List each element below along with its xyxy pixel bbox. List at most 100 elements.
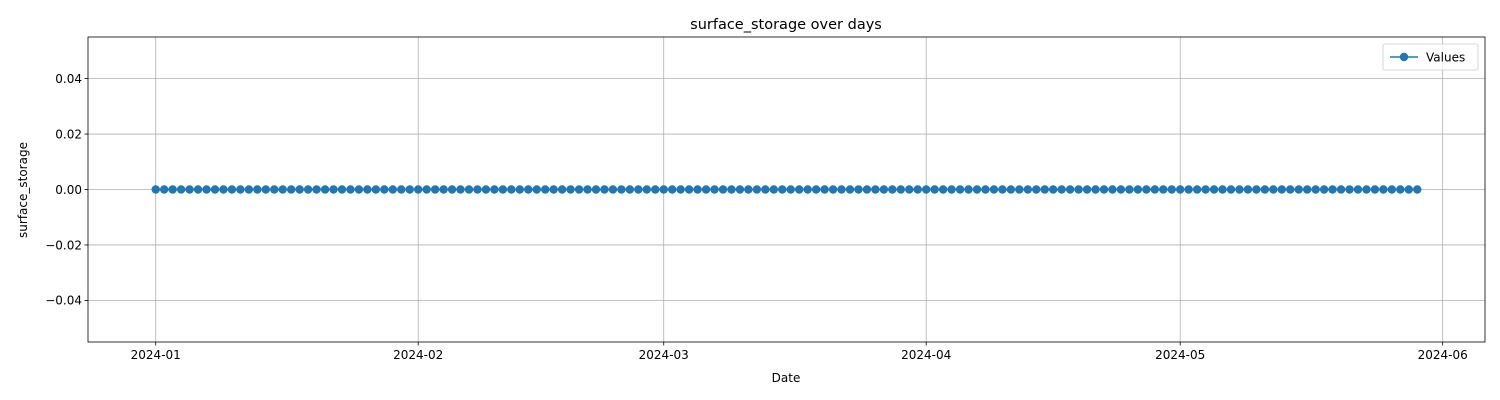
y-axis-label: surface_storage [16, 142, 30, 238]
data-point [574, 185, 584, 194]
data-point [1015, 185, 1024, 194]
data-point [778, 185, 787, 194]
data-point [1116, 185, 1126, 194]
data-point [490, 185, 499, 194]
data-point [684, 185, 694, 194]
data-point [955, 185, 965, 194]
data-point [270, 185, 279, 194]
data-point [600, 185, 609, 194]
data-point [549, 185, 558, 194]
data-point [1379, 185, 1388, 194]
data-point [1362, 185, 1371, 194]
data-point [668, 185, 677, 194]
data-point [236, 185, 245, 194]
data-point [312, 185, 321, 194]
data-point [388, 185, 397, 194]
data-point [219, 185, 228, 194]
data-point [591, 185, 601, 194]
data-point [1099, 185, 1109, 194]
x-tick-label: 2024-04 [901, 348, 951, 362]
legend-box [1382, 43, 1479, 71]
data-point [1167, 185, 1176, 194]
data-point [871, 185, 880, 194]
data-point [1226, 185, 1236, 194]
data-point [1252, 185, 1261, 194]
data-point [278, 185, 287, 194]
data-point [1057, 185, 1066, 194]
y-tick-label: 0.02 [55, 127, 82, 141]
data-point [888, 185, 897, 194]
data-point [710, 185, 719, 194]
data-point [473, 185, 482, 194]
data-point [845, 185, 855, 194]
data-point [380, 185, 389, 194]
y-tick-label: 0.00 [55, 183, 82, 197]
data-point [634, 185, 643, 194]
data-point [439, 185, 448, 194]
data-point [524, 185, 533, 194]
data-point [617, 185, 626, 194]
y-tick-label: −0.02 [45, 238, 82, 252]
data-point [1142, 185, 1151, 194]
data-point [651, 185, 660, 194]
data-point [1336, 185, 1346, 194]
data-point [185, 185, 194, 194]
data-point [422, 185, 431, 194]
data-point [659, 185, 668, 194]
data-point [295, 185, 304, 194]
data-point [795, 185, 804, 194]
data-point [1319, 185, 1329, 194]
data-point [905, 185, 914, 194]
data-point [1396, 185, 1405, 194]
data-point [1294, 185, 1303, 194]
data-point [481, 185, 491, 194]
data-point [456, 185, 465, 194]
data-point [566, 185, 575, 194]
data-point [1133, 185, 1143, 194]
data-point [363, 185, 372, 194]
data-point [922, 185, 931, 194]
data-point [828, 185, 838, 194]
data-point [541, 185, 550, 194]
data-point [981, 185, 990, 194]
data-point [676, 185, 685, 194]
data-point [1260, 185, 1270, 194]
data-point [1209, 185, 1219, 194]
data-point [1243, 185, 1253, 194]
data-point [515, 185, 524, 194]
x-axis-label: Date [772, 371, 801, 385]
x-tick-label: 2024-03 [639, 348, 689, 362]
x-tick-label: 2024-01 [131, 348, 181, 362]
data-point [1065, 185, 1075, 194]
data-point [1125, 185, 1134, 194]
data-point [261, 185, 270, 194]
data-point [320, 185, 330, 194]
data-point [397, 185, 406, 194]
data-point [1150, 185, 1160, 194]
data-point [786, 185, 795, 194]
data-point [1218, 185, 1227, 194]
data-point [989, 185, 999, 194]
data-point [371, 185, 381, 194]
data-point [414, 185, 423, 194]
data-point [1311, 185, 1320, 194]
data-point [718, 185, 728, 194]
data-point [202, 185, 211, 194]
data-point [727, 185, 736, 194]
y-tick-label: −0.04 [45, 294, 82, 308]
data-point [896, 185, 905, 194]
data-point [303, 185, 313, 194]
data-point [625, 185, 635, 194]
data-point [583, 185, 592, 194]
data-point [964, 185, 973, 194]
data-point [1370, 185, 1380, 194]
data-point [160, 185, 169, 194]
data-point [329, 185, 338, 194]
legend-marker [1399, 52, 1409, 62]
data-point [1286, 185, 1295, 194]
data-point [244, 185, 254, 194]
data-point [1040, 185, 1049, 194]
data-point [1404, 185, 1414, 194]
data-point [287, 185, 296, 194]
